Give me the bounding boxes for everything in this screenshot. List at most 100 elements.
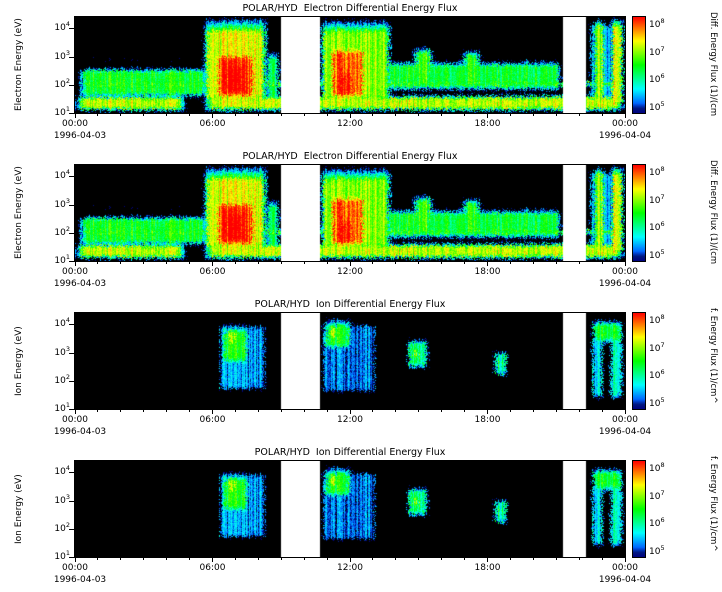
spectrogram-canvas bbox=[74, 164, 626, 262]
start-date-label: 1996-04-03 bbox=[53, 279, 107, 289]
x-axis-tick bbox=[601, 114, 603, 116]
y-tick-label: 103 bbox=[54, 492, 70, 506]
x-axis-tick bbox=[372, 114, 374, 116]
end-date-label: 1996-04-04 bbox=[598, 279, 652, 289]
x-axis-tick bbox=[234, 114, 236, 116]
x-axis-tick bbox=[555, 410, 557, 412]
colorbar-tick-label: 108 bbox=[649, 313, 665, 327]
x-axis-tick bbox=[395, 114, 397, 116]
x-tick-label: 00:00 bbox=[62, 415, 88, 425]
x-axis-tick bbox=[578, 114, 580, 116]
y-tick-label: 103 bbox=[54, 48, 70, 62]
x-axis-tick bbox=[601, 410, 603, 412]
x-axis-tick bbox=[234, 262, 236, 264]
start-date-label: 1996-04-03 bbox=[53, 131, 107, 141]
x-axis-tick bbox=[120, 558, 122, 560]
x-tick-label: 18:00 bbox=[474, 119, 501, 129]
panel-title: POLAR/HYD Electron Differential Energy F… bbox=[242, 151, 458, 162]
colorbar-label: Diff. Energy Flux (1)/(cm bbox=[708, 12, 718, 117]
x-axis-tick bbox=[372, 410, 374, 412]
y-tick-label: 104 bbox=[54, 464, 70, 478]
y-tick-label: 103 bbox=[54, 196, 70, 210]
x-axis-tick bbox=[257, 410, 259, 412]
spectrogram-canvas bbox=[74, 460, 626, 558]
y-tick-label: 101 bbox=[54, 105, 70, 118]
x-tick-label: 12:00 bbox=[337, 415, 363, 425]
x-tick-label: 00:00 bbox=[62, 119, 88, 129]
x-axis-tick bbox=[464, 410, 466, 412]
x-tick-label: 00:00 bbox=[612, 415, 638, 425]
x-axis-tick bbox=[578, 410, 580, 412]
colorbar-tick-label: 107 bbox=[649, 488, 665, 502]
x-axis-tick bbox=[441, 262, 443, 264]
colorbar-tick-label: 105 bbox=[649, 99, 665, 113]
x-axis-tick bbox=[349, 558, 351, 562]
y-axis-tick bbox=[69, 352, 75, 354]
y-axis-tick bbox=[69, 324, 75, 326]
colorbar-tick-label: 105 bbox=[649, 395, 665, 409]
x-axis-tick bbox=[464, 262, 466, 264]
y-tick-label: 101 bbox=[54, 401, 70, 414]
x-axis-tick bbox=[487, 262, 488, 266]
y-tick-label: 101 bbox=[54, 253, 70, 266]
x-axis-tick bbox=[349, 262, 351, 266]
x-axis-tick bbox=[509, 558, 511, 560]
y-axis-tick bbox=[69, 113, 75, 114]
x-axis-tick bbox=[418, 114, 420, 116]
x-axis-tick bbox=[234, 410, 236, 412]
x-axis-tick bbox=[441, 410, 443, 412]
x-axis-tick bbox=[601, 262, 603, 264]
x-axis-tick bbox=[212, 114, 213, 118]
end-date-label: 1996-04-04 bbox=[598, 427, 652, 437]
x-axis-tick bbox=[464, 558, 466, 560]
x-axis-tick bbox=[234, 558, 236, 560]
x-axis-tick bbox=[280, 262, 282, 264]
x-axis-tick bbox=[74, 410, 76, 414]
panel-electron-flux-1: POLAR/HYD Electron Differential Energy F… bbox=[0, 0, 722, 148]
colorbar-canvas bbox=[632, 460, 646, 558]
y-axis-tick bbox=[69, 380, 75, 382]
x-axis-tick bbox=[212, 410, 213, 414]
x-axis-tick bbox=[441, 114, 443, 116]
panel-electron-flux-2: POLAR/HYD Electron Differential Energy F… bbox=[0, 148, 722, 296]
x-tick-label: 18:00 bbox=[474, 563, 501, 573]
x-tick-label: 18:00 bbox=[474, 415, 501, 425]
start-date-label: 1996-04-03 bbox=[53, 575, 107, 585]
x-axis-tick bbox=[257, 114, 259, 116]
x-axis-tick bbox=[212, 262, 213, 266]
x-tick-label: 12:00 bbox=[337, 563, 363, 573]
x-axis-tick bbox=[120, 410, 122, 412]
x-axis-tick bbox=[212, 558, 213, 562]
end-date-label: 1996-04-04 bbox=[598, 575, 652, 585]
x-axis-tick bbox=[280, 558, 282, 560]
x-tick-label: 00:00 bbox=[62, 563, 88, 573]
x-axis-tick bbox=[303, 262, 305, 264]
colorbar-tick-label: 105 bbox=[649, 247, 665, 261]
colorbar-tick-label: 107 bbox=[649, 192, 665, 206]
colorbar-tick-label: 107 bbox=[649, 44, 665, 58]
y-axis-tick bbox=[69, 500, 75, 502]
x-axis-tick bbox=[120, 114, 122, 116]
colorbar-label: f. Energy Flux (1)/cm^ bbox=[708, 456, 718, 552]
x-tick-label: 12:00 bbox=[337, 267, 363, 277]
x-tick-label: 12:00 bbox=[337, 119, 363, 129]
x-axis-tick bbox=[395, 410, 397, 412]
x-axis-tick bbox=[509, 262, 511, 264]
x-axis-tick bbox=[555, 114, 557, 116]
x-axis-tick bbox=[624, 262, 626, 266]
x-axis-tick bbox=[555, 262, 557, 264]
colorbar-tick-label: 106 bbox=[649, 220, 665, 234]
y-axis-tick bbox=[69, 28, 75, 30]
y-axis-tick bbox=[69, 176, 75, 178]
x-axis-tick bbox=[349, 114, 351, 118]
x-tick-label: 00:00 bbox=[612, 119, 638, 129]
x-axis-tick bbox=[166, 410, 168, 412]
x-axis-tick bbox=[189, 558, 191, 560]
x-axis-tick bbox=[143, 114, 145, 116]
colorbar-tick-label: 106 bbox=[649, 368, 665, 382]
x-axis-tick bbox=[326, 558, 328, 560]
x-tick-label: 06:00 bbox=[199, 563, 226, 573]
spectrogram-canvas bbox=[74, 16, 626, 114]
x-axis-tick bbox=[303, 410, 305, 412]
x-axis-tick bbox=[532, 558, 534, 560]
